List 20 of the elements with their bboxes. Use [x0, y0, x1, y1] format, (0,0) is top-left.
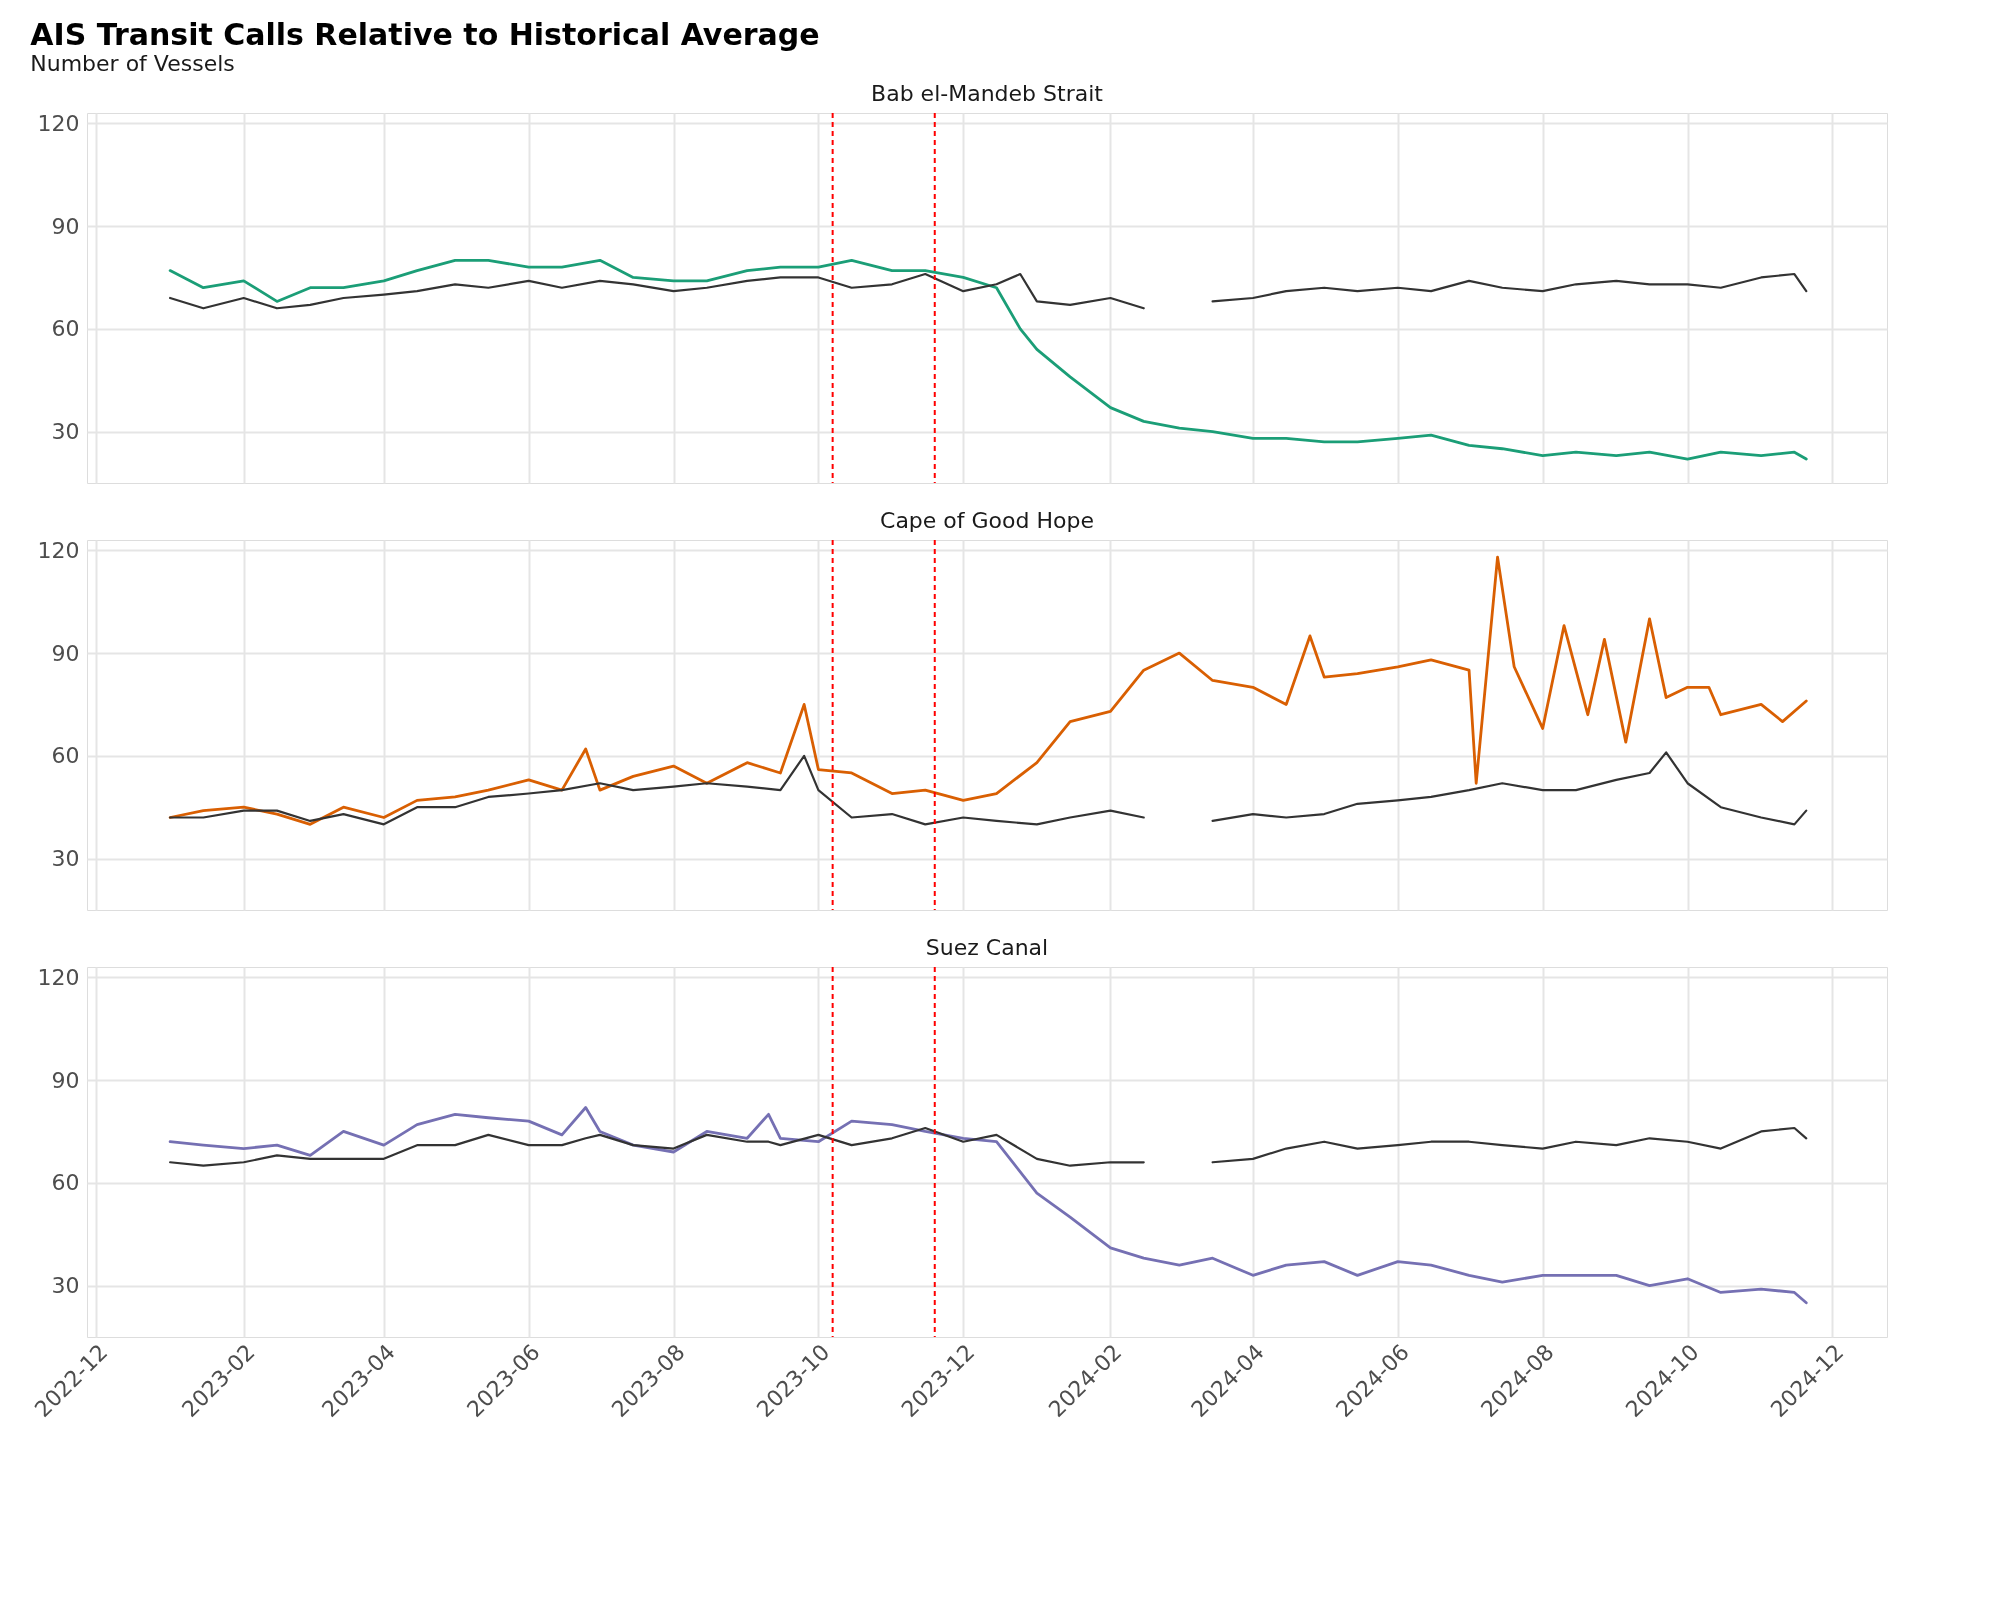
y-tick-label: 60: [51, 743, 80, 769]
text: Bab el-Mandeb Strait: [871, 81, 1104, 106]
chart-subtitle: Number of Vessels: [30, 50, 235, 76]
line-series: [168, 258, 1808, 461]
y-tick-label: 90: [51, 640, 80, 666]
line-series: [168, 1106, 1808, 1305]
y-tick-label: 120: [37, 110, 80, 136]
y-tick-label: 120: [37, 964, 80, 990]
y-tick-label: 30: [51, 1273, 80, 1299]
chart-title: Suez Canal: [925, 935, 1049, 960]
y-tick-label: 30: [51, 419, 80, 445]
chart-title: Cape of Good Hope: [880, 508, 1094, 533]
y-tick-label: 60: [51, 316, 80, 342]
y-tick-label: 120: [37, 537, 80, 563]
y-tick-label: 60: [51, 1170, 80, 1196]
chart-title: AIS Transit Calls Relative to Historical Average: [30, 16, 820, 52]
line-series: [168, 555, 1808, 826]
y-tick-label: 90: [51, 1067, 80, 1093]
y-tick-label: 90: [51, 213, 80, 239]
y-tick-label: 30: [51, 846, 80, 872]
